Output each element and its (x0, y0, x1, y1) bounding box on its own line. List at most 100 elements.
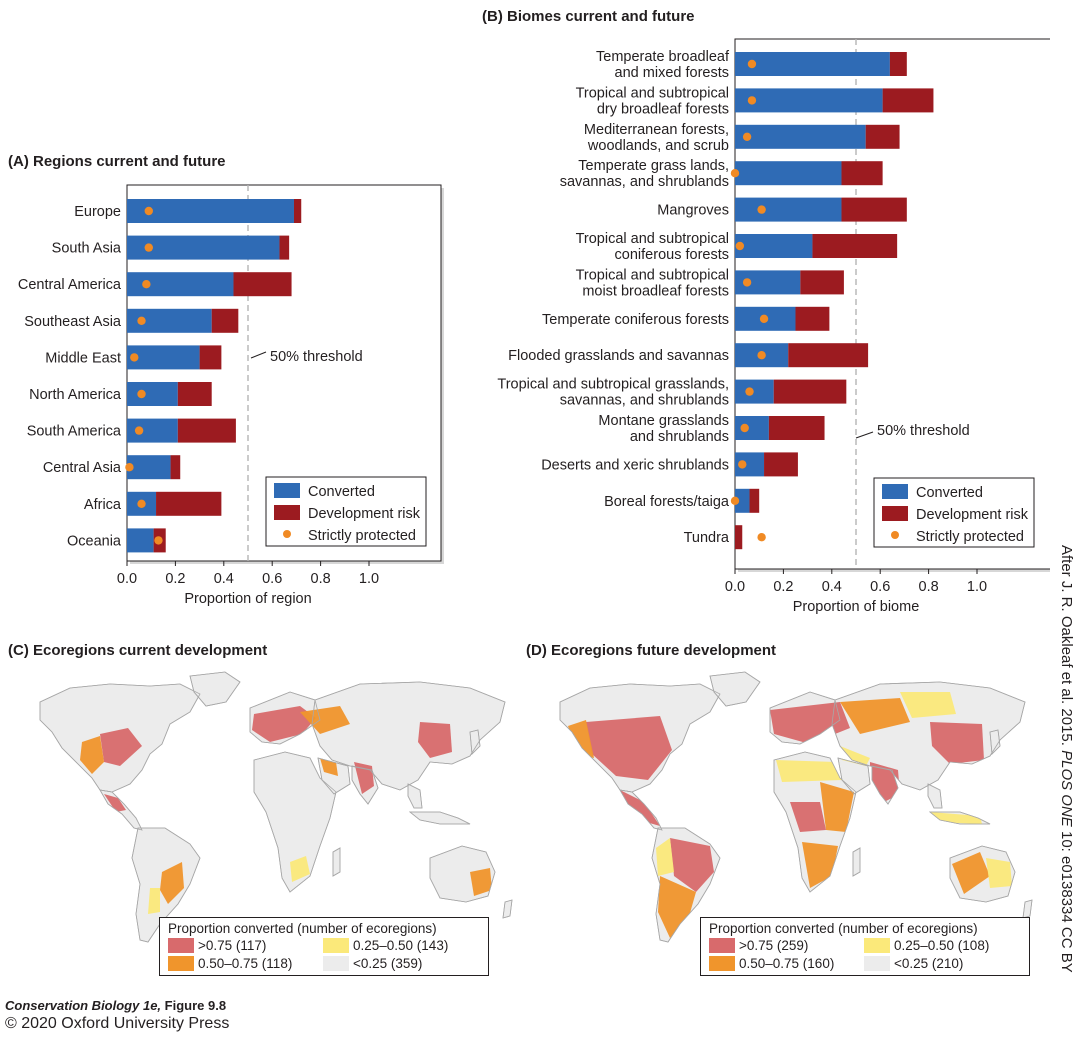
x-tick-label-2: 0.4 (214, 571, 234, 587)
legend-swatch-2 (283, 530, 291, 538)
x-tick-label-3: 0.6 (870, 579, 890, 595)
category-label-6-b: moist broadleaf forests (582, 283, 729, 299)
category-label-0: Europe (74, 204, 121, 220)
bar-risk-7 (170, 455, 181, 480)
map-d-legend-item-none: <0.25 (210) (864, 956, 1024, 971)
legend-label-1: Development risk (916, 507, 1029, 523)
outline-namerica (559, 683, 721, 793)
bar-risk-8 (156, 491, 222, 516)
x-axis-label: Proportion of biome (793, 599, 920, 615)
bar-converted-3 (735, 161, 842, 186)
dot-protected-8 (137, 499, 146, 508)
category-label-8: Flooded grasslands and savannas (508, 348, 729, 364)
outline-camerica (99, 789, 143, 831)
legend-label-0: Converted (916, 485, 983, 501)
category-label-3-b: savannas, and shrublands (560, 174, 729, 190)
bar-risk-0 (293, 199, 302, 223)
category-label-0-a: Temperate broadleaf (596, 49, 730, 65)
bar-risk-6 (800, 270, 844, 295)
map-c-legend-item-mid: 0.50–0.75 (118) (168, 956, 323, 971)
map-c-legend-item-high: >0.75 (117) (168, 938, 323, 953)
outline-madagascar (852, 847, 861, 877)
dot-protected-0 (747, 59, 757, 69)
map-d-future (520, 662, 1040, 997)
patch-mid-1 (80, 736, 104, 774)
patch-mid-7 (840, 698, 910, 734)
bar-risk-11 (764, 452, 798, 477)
patch-low-4 (148, 888, 160, 914)
outline-madagascar (332, 847, 341, 877)
threshold-label: 50% threshold (877, 423, 970, 439)
category-label-11: Deserts and xeric shrublands (541, 457, 729, 473)
patch-low-9 (290, 856, 310, 882)
world-map-future (559, 671, 1033, 943)
dot-protected-9 (154, 536, 163, 545)
outline-indonesia (928, 811, 991, 825)
x-tick-label-0: 0.0 (117, 571, 137, 587)
dot-protected-1 (144, 243, 153, 252)
category-label-8: Africa (84, 497, 122, 513)
figure-credit: Conservation Biology 1e, Figure 9.8 © 20… (5, 998, 229, 1033)
land-indonesia (408, 811, 471, 825)
bar-converted-9 (735, 379, 774, 404)
bar-risk-4 (841, 197, 907, 222)
patch-high-0 (586, 716, 672, 780)
bar-risk-9 (773, 379, 847, 404)
dot-protected-7 (759, 314, 769, 323)
patch-low-11 (776, 760, 842, 782)
category-label-5-b: coniferous forests (615, 247, 729, 263)
patch-high-5 (252, 706, 316, 742)
patch-low-5 (656, 838, 674, 876)
x-tick-label-5: 1.0 (359, 571, 379, 587)
x-tick-label-1: 0.2 (773, 579, 793, 595)
patch-high-2 (620, 790, 660, 826)
land-outlines (559, 671, 1033, 943)
dot-protected-9 (745, 387, 754, 396)
outline-europe (249, 691, 321, 745)
outline-asia (831, 681, 1026, 791)
category-label-6-a: Tropical and subtropical (576, 267, 729, 283)
map-c-legend: Proportion converted (number of ecoregio… (159, 917, 489, 976)
panel-d-title: (D) Ecoregions future development (526, 642, 777, 659)
bar-converted-4 (735, 197, 842, 222)
bar-risk-4 (199, 345, 222, 370)
outline-seasia (407, 783, 423, 809)
x-tick-label-0: 0.0 (725, 579, 745, 595)
bar-risk-2 (233, 272, 292, 297)
legend-swatch-1 (274, 505, 300, 520)
dot-protected-4 (757, 205, 766, 214)
legend-label-2: Strictly protected (308, 528, 416, 544)
outline-australia (949, 845, 1016, 903)
x-axis-label: Proportion of region (184, 591, 311, 607)
bar-converted-4 (127, 345, 200, 370)
category-label-9-b: savannas, and shrublands (560, 393, 729, 409)
figure-number: Figure 9.8 (161, 998, 227, 1013)
patch-mid-3 (160, 862, 184, 904)
outline-australia (429, 845, 496, 903)
bar-risk-7 (795, 306, 830, 331)
outline-nz (502, 899, 513, 919)
patch-high-3 (670, 838, 714, 892)
dot-protected-6 (742, 278, 752, 287)
dot-protected-2 (142, 280, 151, 289)
patch-high-10 (930, 722, 984, 764)
legend-label-2: Strictly protected (916, 529, 1024, 545)
category-label-1: South Asia (52, 241, 122, 257)
category-label-0-b: and mixed forests (615, 65, 729, 81)
threshold-pointer (250, 351, 267, 359)
world-map-current (39, 671, 513, 943)
category-label-6: South America (27, 424, 122, 440)
category-label-7: Temperate coniferous forests (542, 312, 729, 328)
bar-risk-10 (768, 416, 825, 440)
dot-protected-3 (730, 169, 740, 178)
map-c-legend-item-none: <0.25 (359) (323, 956, 483, 971)
bar-converted-12 (735, 488, 750, 513)
legend-label-1: Development risk (308, 506, 421, 522)
legend-label-0: Converted (308, 484, 375, 500)
category-label-10-b: and shrublands (630, 429, 729, 445)
panel-a-title: (A) Regions current and future (8, 153, 226, 170)
patch-mid-1 (568, 720, 594, 758)
outline-europe (769, 691, 841, 745)
bar-risk-6 (177, 418, 236, 443)
bar-converted-6 (127, 418, 178, 443)
